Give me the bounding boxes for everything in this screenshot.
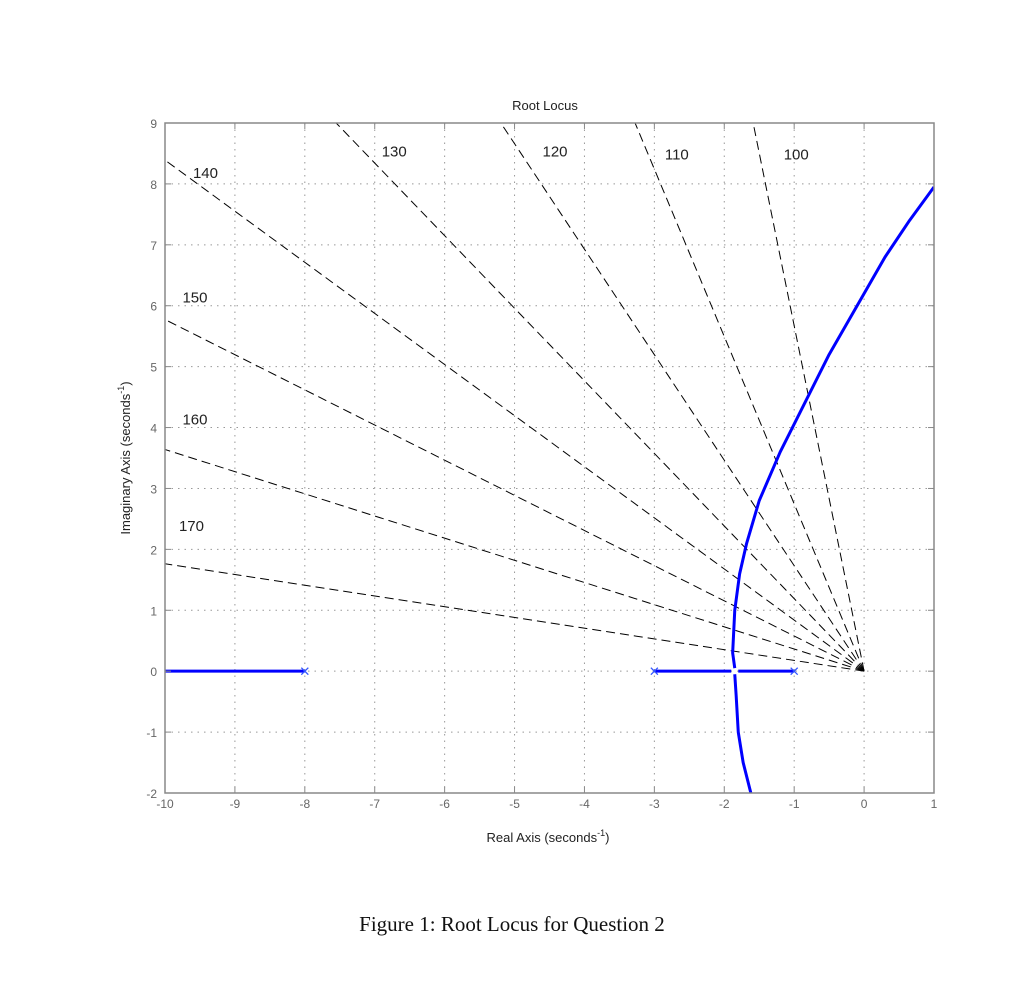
pole-markers [300, 667, 799, 676]
damping-lines [165, 123, 865, 672]
x-tick-label: -6 [439, 797, 450, 811]
y-tick-label: 0 [150, 665, 157, 679]
damping-line [165, 563, 865, 672]
locus-branch-lower [733, 674, 753, 793]
damping-label: 120 [543, 144, 568, 161]
y-tick-label: -2 [146, 787, 157, 801]
damping-line [634, 123, 865, 672]
damping-line [165, 448, 865, 672]
y-tick-label: 7 [150, 239, 157, 253]
damping-label: 160 [182, 412, 207, 429]
y-tick-label: 4 [150, 422, 157, 436]
x-tick-label: -3 [649, 797, 660, 811]
damping-label: 100 [784, 147, 809, 164]
x-tick-label: -8 [299, 797, 310, 811]
y-tick-label: 1 [150, 604, 157, 618]
x-tick-label: 1 [931, 797, 938, 811]
chart-title: Root Locus [512, 98, 578, 113]
x-tick-label: -4 [579, 797, 590, 811]
x-tick-label: -7 [369, 797, 380, 811]
damping-label: 110 [665, 147, 689, 164]
y-tick-label: 3 [150, 482, 157, 496]
y-tick-label: 2 [150, 543, 157, 557]
x-tick-label: -10 [156, 797, 174, 811]
x-tick-label: -9 [230, 797, 241, 811]
damping-label: 140 [193, 165, 218, 182]
grid [165, 123, 934, 793]
y-tick-label: -1 [146, 726, 157, 740]
y-axis-label: Imaginary Axis (seconds-1) [116, 381, 133, 534]
damping-line [165, 159, 865, 672]
y-tick-label: 6 [150, 300, 157, 314]
y-tick-label: 5 [150, 361, 157, 375]
plot-frame [164, 122, 935, 794]
x-tick-label: -2 [719, 797, 730, 811]
x-tick-label: -5 [509, 797, 520, 811]
damping-line [165, 318, 865, 672]
damping-line [752, 123, 865, 672]
x-tick-label: 0 [861, 797, 868, 811]
damping-label: 150 [182, 290, 207, 307]
figure-caption: Figure 1: Root Locus for Question 2 [359, 912, 665, 936]
y-tick-label: 8 [150, 178, 157, 192]
damping-label: 130 [382, 144, 407, 161]
y-tick-label: 9 [150, 117, 157, 131]
damping-label: 170 [179, 518, 204, 535]
x-tick-label: -1 [789, 797, 800, 811]
damping-line [500, 123, 865, 672]
locus-branches [165, 186, 934, 793]
root-locus-chart: Root Locus -10 -9 -8 -7 -6 -5 -4 -3 -2 -1 0 1-2-101… [116, 98, 938, 845]
x-axis-label: Real Axis (seconds-1) [487, 828, 610, 845]
axis-ticks: -10 -9 -8 -7 -6 -5 -4 -3 -2 -1 0 1-2-10123456789100… [146, 117, 937, 811]
damping-line [335, 123, 865, 672]
locus-branch-upper [731, 186, 934, 669]
